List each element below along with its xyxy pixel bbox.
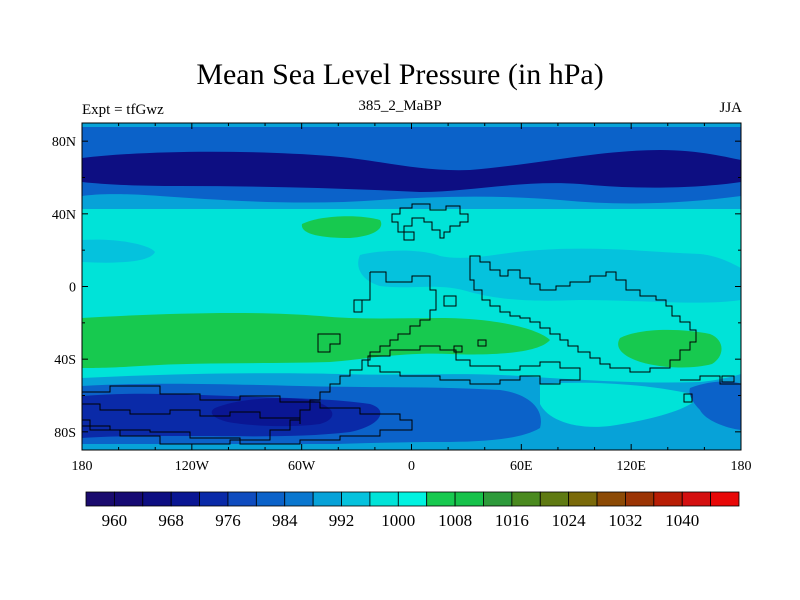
contour-band-equatorial-light — [82, 239, 155, 263]
coastline-gondwana — [82, 271, 437, 445]
x-tick-label: 180 — [731, 459, 752, 474]
contour-fill — [82, 123, 741, 450]
colorbar-label: 968 — [158, 511, 184, 530]
coastline-laurasia-inner — [403, 231, 415, 241]
colorbar-swatch — [369, 491, 399, 507]
season-label: JJA — [719, 100, 742, 116]
coastline-east-antarctic — [680, 375, 741, 385]
y-axis: 80N 40N 0 40S 80S — [52, 135, 741, 441]
chart-subtitle: 385_2_MaBP — [358, 98, 442, 114]
coastline-east-block — [469, 255, 697, 373]
coastline-island-2 — [443, 295, 457, 307]
colorbar-swatch — [426, 491, 456, 507]
colorbar-swatch — [511, 491, 541, 507]
coastline-antarctic-bottom — [82, 403, 301, 424]
x-tick-label: 120E — [616, 459, 646, 474]
x-tick-label: 60E — [510, 459, 533, 474]
colorbar-swatch — [483, 491, 513, 507]
colorbar-swatch — [397, 491, 428, 507]
coastline-island-6 — [721, 375, 735, 383]
contour-patch-south-cyan — [540, 382, 700, 427]
coastline-island-3 — [453, 345, 463, 353]
contour-patch-north-green — [301, 216, 382, 238]
colorbar-label: 1024 — [552, 511, 587, 530]
colorbar-swatch — [142, 491, 172, 507]
coastline-island-4 — [477, 339, 487, 347]
colorbar-label: 1032 — [608, 511, 642, 530]
colorbar-swatch — [113, 491, 144, 507]
colorbar-label: 976 — [215, 511, 241, 530]
x-tick-label: 180 — [72, 459, 93, 474]
colorbar-swatch — [653, 491, 683, 507]
coastline-mid-block — [367, 345, 581, 385]
y-tick-label: 40S — [54, 353, 76, 368]
coastline-laurasia — [391, 203, 469, 239]
colorbar-swatch — [85, 491, 115, 507]
coastline-antarctic-west — [82, 385, 413, 445]
colorbar-label: 984 — [272, 511, 298, 530]
x-axis: 180 120W 60W 0 60E 120E 180 — [72, 123, 752, 474]
x-tick-label: 60W — [288, 459, 316, 474]
chart-title: Mean Sea Level Pressure (in hPa) — [196, 58, 604, 91]
y-tick-label: 80N — [52, 135, 76, 150]
coastline-island-1 — [317, 333, 341, 353]
contour-band-south-green — [82, 312, 550, 368]
colorbar-swatch — [255, 491, 286, 507]
contour-patch-south-east-blue — [689, 381, 741, 430]
colorbar-label: 1008 — [438, 511, 472, 530]
y-tick-label: 80S — [54, 426, 76, 441]
colorbar-swatch — [199, 491, 229, 507]
colorbar-swatch — [312, 491, 342, 507]
colorbar-swatch — [454, 491, 484, 507]
colorbar-swatch — [284, 491, 314, 507]
contour-patch-south-deepest — [211, 398, 333, 427]
colorbar-swatch — [596, 491, 626, 507]
colorbar-label: 992 — [329, 511, 355, 530]
contour-band-north-deep — [82, 150, 741, 192]
colorbar: 960 968 976 984 992 1000 1008 1016 1024 1032 1040 — [85, 491, 740, 530]
colorbar-swatch — [568, 491, 598, 507]
contour-band-tropical-west — [358, 248, 741, 303]
x-tick-label: 0 — [408, 459, 415, 474]
colorbar-swatch — [710, 491, 740, 507]
coastlines — [82, 203, 741, 445]
colorbar-label: 960 — [102, 511, 128, 530]
colorbar-label: 1016 — [495, 511, 529, 530]
x-tick-label: 120W — [175, 459, 210, 474]
colorbar-swatch — [170, 491, 200, 507]
colorbar-swatch — [341, 491, 371, 507]
experiment-label: Expt = tfGwz — [82, 102, 164, 118]
y-tick-label: 40N — [52, 208, 76, 223]
contour-patch-south-cyan-small — [655, 393, 684, 405]
coastline-gondwana-north — [353, 272, 371, 313]
y-tick-label: 0 — [69, 281, 76, 296]
colorbar-swatch — [625, 491, 655, 507]
colorbar-swatch — [681, 491, 712, 507]
coastline-island-5 — [683, 393, 693, 403]
colorbar-label: 1000 — [381, 511, 415, 530]
colorbar-swatch — [227, 491, 257, 507]
colorbar-swatch — [539, 491, 570, 507]
colorbar-label: 1040 — [665, 511, 699, 530]
